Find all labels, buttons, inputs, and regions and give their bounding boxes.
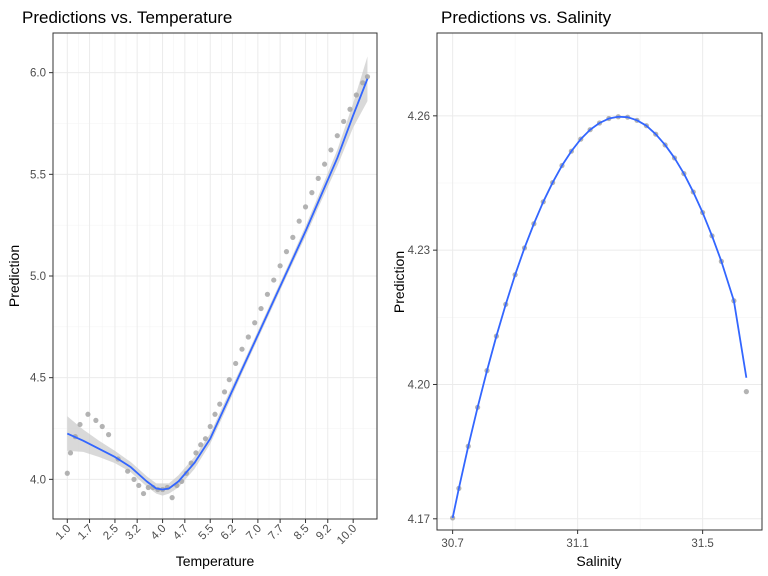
data-point (193, 450, 199, 456)
x-axis-label: Temperature (176, 553, 255, 569)
data-point (125, 468, 131, 474)
x-tick-label: 10.0 (335, 523, 359, 547)
y-tick-label: 4.20 (408, 379, 430, 391)
data-point (169, 495, 175, 501)
data-point (743, 389, 749, 395)
data-point (131, 476, 137, 482)
x-tick-label: 4.0 (149, 523, 169, 543)
x-tick-label: 9.2 (314, 523, 334, 543)
x-tick-label: 4.7 (171, 523, 191, 543)
y-axis-label: Prediction (391, 251, 407, 313)
data-point (347, 106, 353, 112)
data-point (93, 417, 99, 423)
x-tick-label: 8.5 (292, 523, 312, 543)
plot-background (437, 33, 762, 530)
data-point (221, 389, 228, 395)
data-point (226, 377, 232, 383)
x-axis-label: Salinity (576, 553, 621, 569)
x-tick-label: 3.2 (123, 523, 143, 543)
data-point (360, 80, 366, 86)
data-point (328, 147, 334, 153)
x-tick-label: 1.0 (54, 523, 74, 543)
x-tick-label: 31.1 (566, 538, 588, 550)
data-point (198, 442, 204, 448)
x-axis-ticks: 30.7 31.1 31.5 (441, 530, 714, 550)
data-point (364, 74, 371, 80)
data-point (302, 204, 309, 210)
grid (53, 33, 377, 519)
y-tick-label: 4.26 (408, 111, 430, 123)
data-point (77, 421, 83, 428)
data-point (264, 291, 271, 297)
y-axis-ticks: 4.0 4.5 5.0 5.5 6.0 (30, 68, 53, 486)
data-point (271, 277, 277, 283)
data-point (212, 411, 218, 417)
y-tick-label: 4.23 (408, 245, 430, 257)
smooth-line (451, 115, 748, 519)
y-tick-label: 4.5 (30, 373, 46, 385)
data-point (309, 190, 315, 196)
data-point (207, 423, 213, 430)
data-point (99, 423, 105, 430)
x-tick-label: 2.5 (101, 523, 121, 543)
y-tick-label: 4.0 (30, 474, 46, 486)
plot-border (436, 32, 763, 531)
data-point (136, 482, 142, 489)
data-point (245, 334, 251, 340)
data-point (202, 436, 209, 442)
grid (437, 33, 762, 530)
data-point (258, 305, 264, 312)
data-point (450, 515, 456, 521)
data-point (239, 346, 245, 352)
y-tick-label: 4.17 (408, 514, 430, 526)
data-point (140, 490, 147, 497)
chart-title: Predictions vs. Temperature (22, 8, 232, 27)
data-point (315, 175, 321, 181)
x-tick-label: 5.5 (197, 523, 217, 543)
data-point (252, 320, 258, 326)
data-point (321, 161, 328, 167)
data-point (334, 133, 340, 139)
data-point (105, 432, 112, 438)
x-tick-label: 7.7 (266, 523, 286, 543)
data-point (64, 470, 70, 476)
data-point (296, 218, 302, 224)
chart-title: Predictions vs. Salinity (441, 8, 612, 27)
x-tick-label: 30.7 (441, 538, 463, 550)
data-point (283, 249, 290, 255)
x-axis-ticks: 1.0 1.7 2.5 3.2 4.0 4.7 5.5 6.2 7.0 7.7 8.5 9.2 10.0 (54, 519, 359, 547)
y-axis-ticks: 4.17 4.20 4.23 4.26 (408, 111, 437, 526)
y-tick-label: 6.0 (30, 68, 46, 80)
temperature-panel: Predictions vs. Temperature 1.0 1.7 2.5 3.2… (6, 8, 378, 569)
y-axis-label: Prediction (6, 245, 22, 307)
data-point (290, 234, 296, 240)
x-tick-label: 6.2 (219, 523, 239, 543)
x-tick-label: 7.0 (244, 523, 264, 543)
data-point (217, 401, 223, 407)
data-point (145, 484, 151, 491)
data-point (67, 450, 74, 456)
x-tick-label: 1.7 (76, 523, 96, 543)
confidence-band (67, 56, 368, 496)
y-tick-label: 5.5 (30, 169, 46, 181)
data-point (233, 360, 239, 367)
salinity-panel: Predictions vs. Salinity 30.7 31.1 31.5 4.… (391, 8, 763, 569)
data-points (64, 74, 371, 501)
x-tick-label: 31.5 (691, 538, 713, 550)
data-point (341, 118, 347, 125)
data-point (277, 263, 283, 269)
data-point (353, 92, 359, 98)
smooth-line (66, 78, 369, 491)
data-point (85, 411, 91, 417)
y-tick-label: 5.0 (30, 271, 46, 283)
